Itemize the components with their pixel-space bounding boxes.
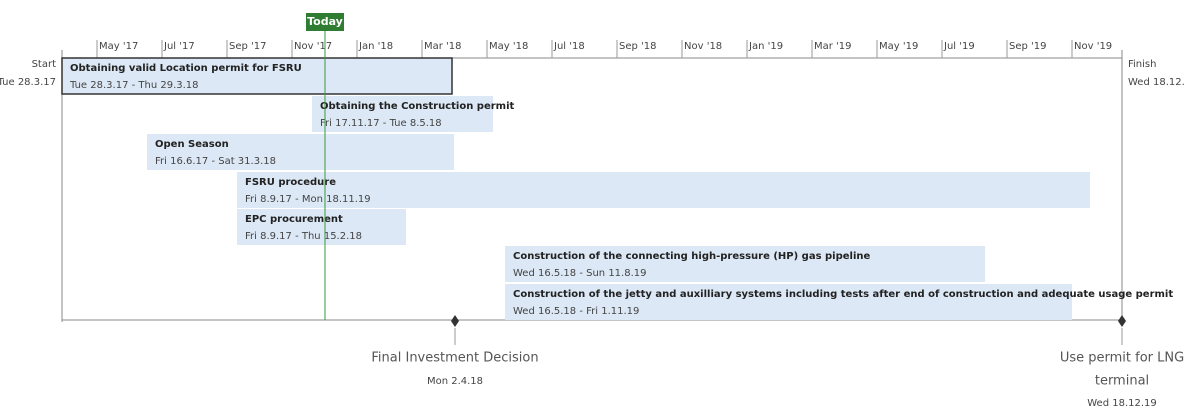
task-dates: Fri 8.9.17 - Mon 18.11.19: [245, 194, 371, 205]
start-label: Start: [32, 59, 57, 70]
task-bar: [147, 134, 454, 170]
month-label: Mar '18: [424, 41, 462, 52]
task-name: Open Season: [155, 139, 229, 150]
task-name: FSRU procedure: [245, 177, 336, 188]
task-bar: [237, 172, 1090, 208]
month-label: Mar '19: [814, 41, 852, 52]
task-dates: Fri 17.11.17 - Tue 8.5.18: [320, 118, 442, 129]
task-dates: Wed 16.5.18 - Sun 11.8.19: [513, 268, 647, 279]
content: May '17 Jul '17 Sep '17 Nov '17 Jan '18 Mar '…: [61, 40, 1184, 409]
task-dates: Wed 16.5.18 - Fri 1.11.19: [513, 306, 639, 317]
month-label: Jul '19: [943, 41, 975, 52]
month-label: Nov '19: [1074, 41, 1112, 52]
task-name: Construction of the jetty and auxilliary…: [513, 289, 1173, 300]
milestone-diamond: [451, 315, 459, 327]
task-bar: [237, 209, 406, 245]
task-bar: [312, 96, 493, 132]
month-label: Nov '17: [294, 41, 332, 52]
task-bar: [505, 246, 985, 282]
month-label: Jan '18: [358, 41, 393, 52]
task-dates: Fri 16.6.17 - Sat 31.3.18: [155, 156, 276, 167]
task-name: EPC procurement: [245, 214, 343, 225]
month-label: Jan '19: [748, 41, 783, 52]
finish-label: Finish: [1128, 59, 1156, 70]
today-badge: [306, 13, 344, 31]
milestone-diamond: [1118, 315, 1126, 327]
start-date: Tue 28.3.17: [0, 77, 56, 88]
milestone-date: Mon 2.4.18: [427, 376, 483, 387]
month-label: Sep '18: [619, 41, 657, 52]
today-label: Today: [307, 15, 343, 28]
month-label: Sep '17: [229, 41, 267, 52]
task-name: Construction of the connecting high-pres…: [513, 251, 871, 262]
month-label: May '18: [489, 41, 528, 52]
finish-date: Wed 18.12.19: [1128, 77, 1184, 88]
month-label: May '19: [879, 41, 918, 52]
milestone-date: Wed 18.12.19: [1087, 398, 1157, 409]
task-name: Obtaining valid Location permit for FSRU: [70, 63, 302, 74]
milestone-label: Final Investment Decision: [371, 351, 538, 366]
month-label: Jul '17: [163, 41, 195, 52]
milestone-label: Use permit for LNG: [1060, 351, 1184, 366]
task-name: Obtaining the Construction permit: [320, 101, 515, 112]
month-label: Sep '19: [1009, 41, 1047, 52]
month-label: Nov '18: [684, 41, 722, 52]
milestone-label: terminal: [1095, 374, 1149, 389]
task-bar: [61, 57, 453, 95]
month-label: Jul '18: [553, 41, 585, 52]
task-dates: Fri 8.9.17 - Thu 15.2.18: [245, 231, 362, 242]
task-bar: [505, 284, 1072, 320]
month-label: May '17: [99, 41, 138, 52]
task-dates: Tue 28.3.17 - Thu 29.3.18: [69, 80, 199, 91]
